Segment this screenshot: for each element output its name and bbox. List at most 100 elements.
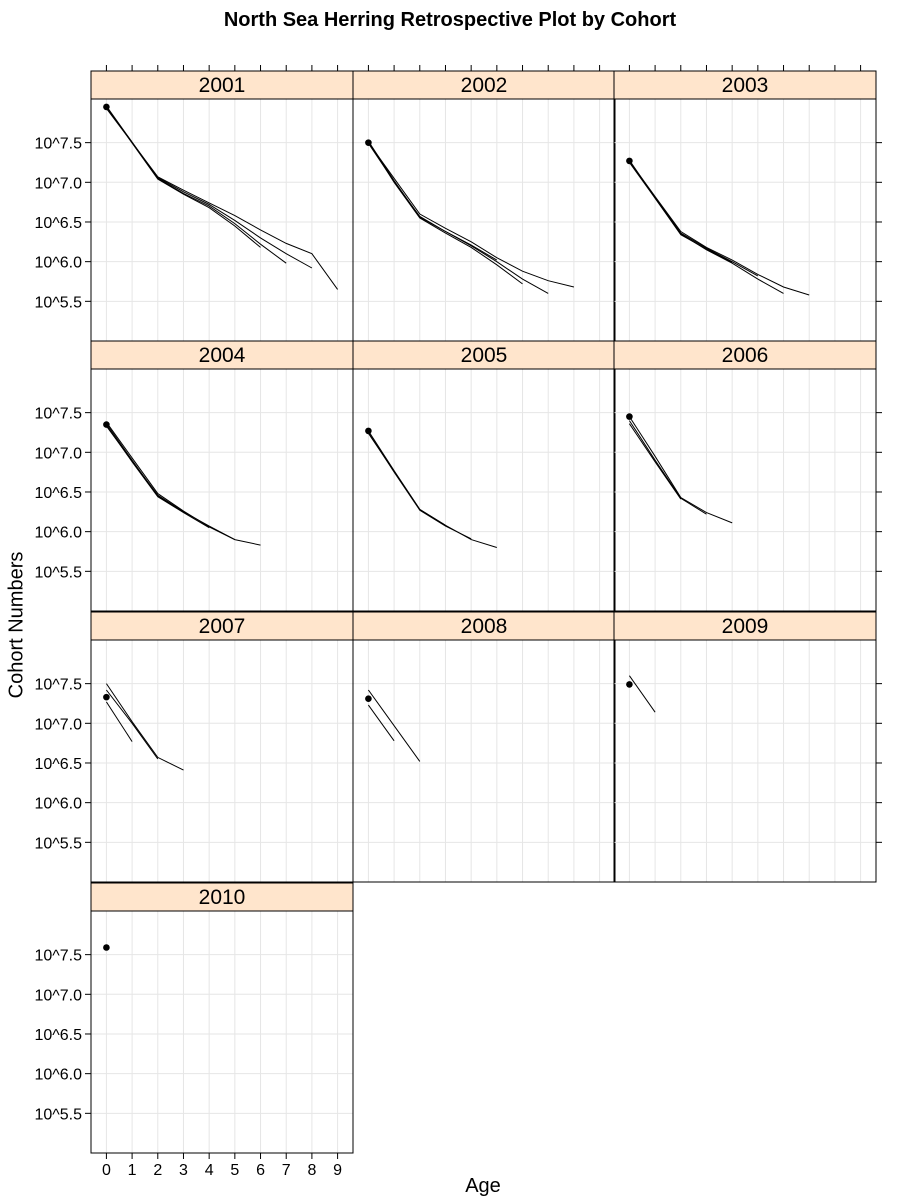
strip-label-2010: 2010	[199, 886, 246, 909]
x-tick-label: 5	[230, 1162, 239, 1179]
y-tick-label: 10^7.5	[34, 677, 82, 694]
series-line-2009-1	[628, 675, 656, 713]
y-tick-label: 10^6.0	[34, 1067, 82, 1084]
series-line-2008-2	[367, 704, 395, 742]
data-point-2009	[626, 681, 633, 688]
panel-frame-2009	[613, 639, 877, 883]
panel-frame-2006	[613, 368, 877, 612]
strip-2006	[613, 340, 877, 370]
y-tick-label: 10^6.5	[34, 1027, 82, 1044]
panel-2005: 2005	[352, 340, 616, 612]
panel-frame-2007	[90, 639, 354, 883]
panel-2004: 2004 10^5.5 10^6.0 10^6.5 10^7.0 10^7.5	[34, 340, 354, 612]
strip-2010	[90, 882, 354, 912]
series-line-2001-3	[105, 105, 287, 264]
x-tick-label: 0	[102, 1162, 111, 1179]
series-line-2007-2	[106, 689, 159, 760]
panel-2007: 2007 10^5.5 10^6.0 10^6.5 10^7.0 10^7.5	[34, 611, 354, 883]
series-line-2003-3	[628, 161, 759, 277]
panel-frame-2002	[352, 98, 616, 342]
data-point-2008	[365, 695, 372, 703]
strip-label-2002: 2002	[461, 74, 508, 97]
series-line-2001-4	[105, 106, 261, 248]
strip-label-2008: 2008	[461, 615, 508, 638]
series-line-2004-2	[105, 423, 236, 541]
y-tick-label: 10^7.0	[34, 175, 82, 192]
series-line-2001-1	[106, 108, 339, 290]
series-line-2006-3	[628, 423, 682, 500]
series-line-2008-1	[367, 689, 421, 762]
strip-label-2004: 2004	[199, 344, 246, 367]
strip-label-2007: 2007	[199, 615, 246, 638]
strip-label-2006: 2006	[722, 344, 769, 367]
y-tick-label: 10^6.0	[34, 255, 82, 272]
series-line-2007-1	[105, 683, 184, 771]
series-line-2004-4	[105, 425, 184, 513]
y-tick-label: 10^7.5	[34, 948, 82, 965]
y-tick-label: 10^7.0	[34, 987, 82, 1004]
series-line-2005-1	[367, 430, 497, 548]
series-line-2007-3	[105, 701, 133, 742]
strip-label-2005: 2005	[461, 344, 508, 367]
panel-frame-2004	[90, 368, 354, 612]
y-tick-label: 10^5.5	[34, 294, 82, 311]
strip-2003	[613, 70, 877, 100]
panel-2002: 2002	[352, 65, 616, 342]
data-point-2001	[103, 103, 110, 111]
data-point-2010	[103, 944, 110, 951]
y-tick-label: 10^7.0	[34, 716, 82, 733]
y-tick-label: 10^6.5	[34, 215, 82, 232]
series-line-2002-1	[367, 142, 575, 288]
x-tick-label: 2	[153, 1162, 162, 1179]
x-tick-label: 7	[282, 1162, 291, 1179]
strip-2008	[352, 611, 616, 641]
y-tick-label: 10^7.5	[34, 406, 82, 423]
series-line-2003-1	[628, 160, 810, 296]
y-tick-label: 10^6.0	[34, 525, 82, 542]
x-tick-label: 4	[205, 1162, 214, 1179]
data-point-2007	[103, 693, 110, 701]
panel-frame-2003	[613, 98, 877, 342]
x-tick-label: 8	[307, 1162, 316, 1179]
data-point-2004	[103, 421, 110, 428]
panel-2009: 2009	[613, 611, 882, 883]
y-tick-label: 10^5.5	[34, 835, 82, 852]
strip-2007	[90, 611, 354, 641]
y-tick-label: 10^6.5	[34, 756, 82, 773]
panel-frame-2005	[352, 368, 616, 612]
strip-2004	[90, 340, 354, 370]
chart-title: North Sea Herring Retrospective Plot by …	[223, 9, 677, 31]
panel-2008: 2008	[352, 611, 616, 883]
series-line-2001-2	[105, 106, 313, 269]
strip-label-2001: 2001	[199, 74, 246, 97]
x-axis-label: Age	[465, 1175, 501, 1197]
strip-label-2003: 2003	[722, 74, 769, 97]
series-line-2003-4	[628, 162, 733, 263]
x-tick-label: 9	[333, 1162, 342, 1179]
series-line-2005-3	[367, 433, 446, 526]
data-point-2003	[626, 157, 633, 165]
panel-frame-2001	[90, 98, 354, 342]
x-tick-label: 1	[128, 1162, 137, 1179]
panel-frame-2008	[352, 639, 616, 883]
strip-label-2009: 2009	[722, 615, 769, 638]
strip-2009	[613, 611, 877, 641]
y-tick-label: 10^7.5	[34, 136, 82, 153]
panel-2010: 2010 10^5.5 10^6.0 10^6.5 10^7.0 10^7.5 0 1 2 3 4 5…	[34, 882, 354, 1179]
series-line-2006-2	[628, 420, 707, 515]
y-axis-label: Cohort Numbers	[5, 551, 28, 699]
y-tick-label: 10^5.5	[34, 1106, 82, 1123]
x-tick-label: 3	[179, 1162, 188, 1179]
y-tick-label: 10^5.5	[34, 564, 82, 581]
panel-frame-2010	[90, 910, 354, 1154]
y-tick-label: 10^6.5	[34, 485, 82, 502]
y-tick-label: 10^6.0	[34, 796, 82, 813]
panel-2006: 2006	[613, 340, 882, 612]
data-point-2002	[365, 139, 372, 146]
panel-2001: 2001 10^5.5 10^6.0 10^6.5 10^7.0 10^7.5	[34, 65, 354, 342]
panel-2003: 2003	[613, 65, 882, 342]
strip-2002	[352, 70, 616, 100]
series-line-2002-4	[367, 143, 498, 261]
data-point-2005	[365, 427, 372, 435]
